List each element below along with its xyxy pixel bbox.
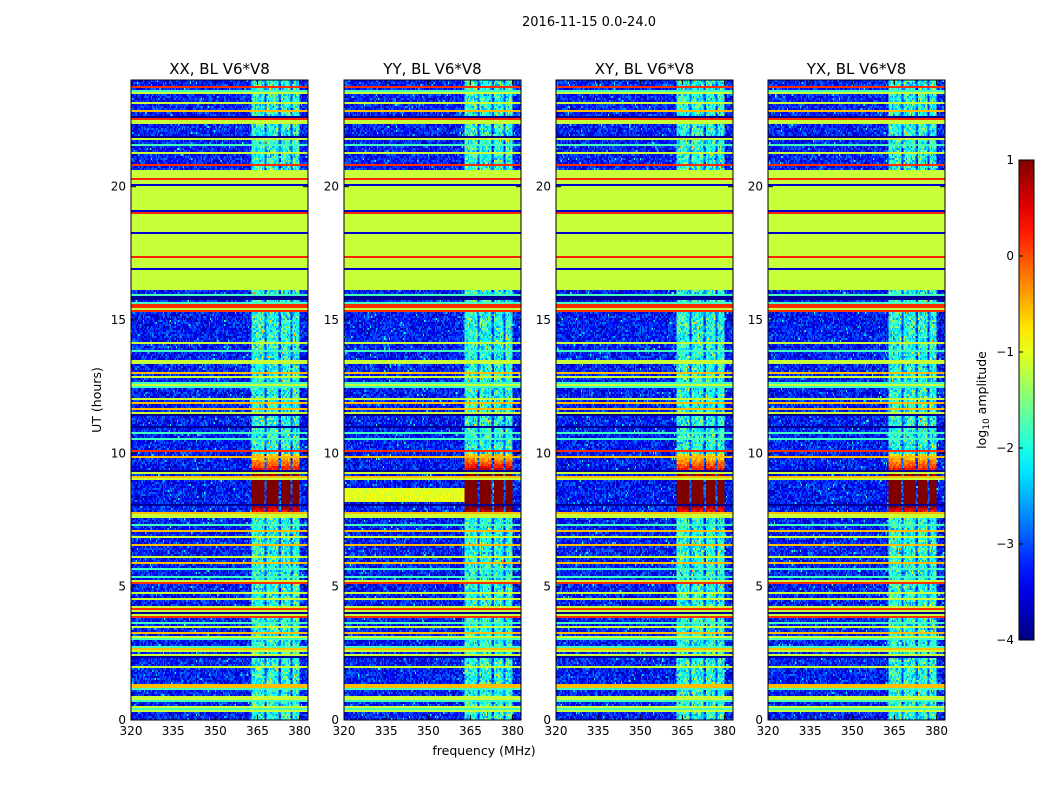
heatmap-xx bbox=[131, 80, 308, 720]
x-tick-label: 350 bbox=[204, 724, 227, 738]
panel-frame bbox=[343, 79, 522, 721]
y-tick-label: 20 bbox=[536, 180, 551, 194]
colorbar-label-base: log bbox=[974, 430, 989, 449]
panel-yy: YY, BL V6*V8 320 335 350 365 380 0 5 10 15 20 bbox=[324, 60, 524, 738]
colorbar-tick-label: 1 bbox=[1006, 153, 1014, 167]
y-tick-label: 0 bbox=[755, 713, 763, 727]
colorbar-tick-label: −3 bbox=[996, 537, 1014, 551]
colorbar-label-sub: 10 bbox=[982, 418, 992, 430]
y-tick-label: 20 bbox=[748, 180, 763, 194]
y-tick-label: 5 bbox=[543, 580, 551, 594]
x-tick-label: 380 bbox=[288, 724, 311, 738]
colorbar-label: log10 amplitude bbox=[974, 351, 992, 449]
x-tick-label: 365 bbox=[671, 724, 694, 738]
x-tick-label: 320 bbox=[757, 724, 780, 738]
panel-title: XX, BL V6*V8 bbox=[169, 60, 270, 78]
panel-xx: XX, BL V6*V8 320 335 350 365 380 0 5 10 15 20 bbox=[111, 60, 311, 738]
y-tick-label: 20 bbox=[324, 180, 339, 194]
x-tick-label: 335 bbox=[162, 724, 185, 738]
x-tick-label: 320 bbox=[333, 724, 356, 738]
panel-frame bbox=[555, 79, 734, 721]
y-tick-label: 10 bbox=[748, 446, 763, 460]
colorbar-tick-label: 0 bbox=[1006, 249, 1014, 263]
panel-title: YY, BL V6*V8 bbox=[382, 60, 481, 78]
panel-title: XY, BL V6*V8 bbox=[595, 60, 695, 78]
y-axis-label: UT (hours) bbox=[89, 367, 104, 433]
x-axis-label: frequency (MHz) bbox=[432, 743, 535, 758]
x-tick-label: 335 bbox=[375, 724, 398, 738]
y-tick-label: 0 bbox=[118, 713, 126, 727]
colorbar-tick-label: −2 bbox=[996, 441, 1014, 455]
x-tick-label: 365 bbox=[459, 724, 482, 738]
panel-frame bbox=[130, 79, 309, 721]
figure-title: 2016-11-15 0.0-24.0 bbox=[522, 15, 656, 30]
colorbar: 1 0 −1 −2 −3 −4 bbox=[996, 153, 1035, 647]
x-tick-label: 380 bbox=[925, 724, 948, 738]
y-tick-label: 0 bbox=[543, 713, 551, 727]
y-tick-label: 20 bbox=[111, 180, 126, 194]
colorbar-tick-label: −1 bbox=[996, 345, 1014, 359]
y-tick-label: 10 bbox=[111, 446, 126, 460]
colorbar-tick-label: −4 bbox=[996, 633, 1014, 647]
x-tick-label: 350 bbox=[629, 724, 652, 738]
heatmap-yx bbox=[768, 80, 945, 720]
y-tick-label: 15 bbox=[536, 313, 551, 327]
x-tick-label: 320 bbox=[545, 724, 568, 738]
x-tick-label: 365 bbox=[246, 724, 269, 738]
panel-frame bbox=[767, 79, 946, 721]
y-tick-label: 5 bbox=[755, 580, 763, 594]
y-tick-label: 10 bbox=[536, 446, 551, 460]
x-tick-label: 380 bbox=[501, 724, 524, 738]
y-tick-label: 5 bbox=[118, 580, 126, 594]
panel-title: YX, BL V6*V8 bbox=[806, 60, 907, 78]
x-tick-label: 335 bbox=[799, 724, 822, 738]
panel-yx: YX, BL V6*V8 320 335 350 365 380 0 5 10 15 20 bbox=[748, 60, 948, 738]
y-tick-label: 5 bbox=[331, 580, 339, 594]
colorbar-gradient bbox=[1018, 159, 1035, 641]
y-tick-label: 0 bbox=[331, 713, 339, 727]
x-tick-label: 380 bbox=[713, 724, 736, 738]
x-tick-label: 335 bbox=[587, 724, 610, 738]
colorbar-label-rest: amplitude bbox=[974, 351, 989, 414]
y-tick-label: 15 bbox=[748, 313, 763, 327]
panel-xy: XY, BL V6*V8 320 335 350 365 380 0 5 10 15 20 bbox=[536, 60, 736, 738]
heatmap-yy bbox=[344, 80, 521, 720]
y-tick-label: 10 bbox=[324, 446, 339, 460]
y-tick-label: 15 bbox=[111, 313, 126, 327]
y-tick-label: 15 bbox=[324, 313, 339, 327]
x-tick-label: 365 bbox=[883, 724, 906, 738]
heatmap-xy bbox=[556, 80, 733, 720]
x-tick-label: 350 bbox=[417, 724, 440, 738]
x-tick-label: 320 bbox=[120, 724, 143, 738]
x-tick-label: 350 bbox=[841, 724, 864, 738]
